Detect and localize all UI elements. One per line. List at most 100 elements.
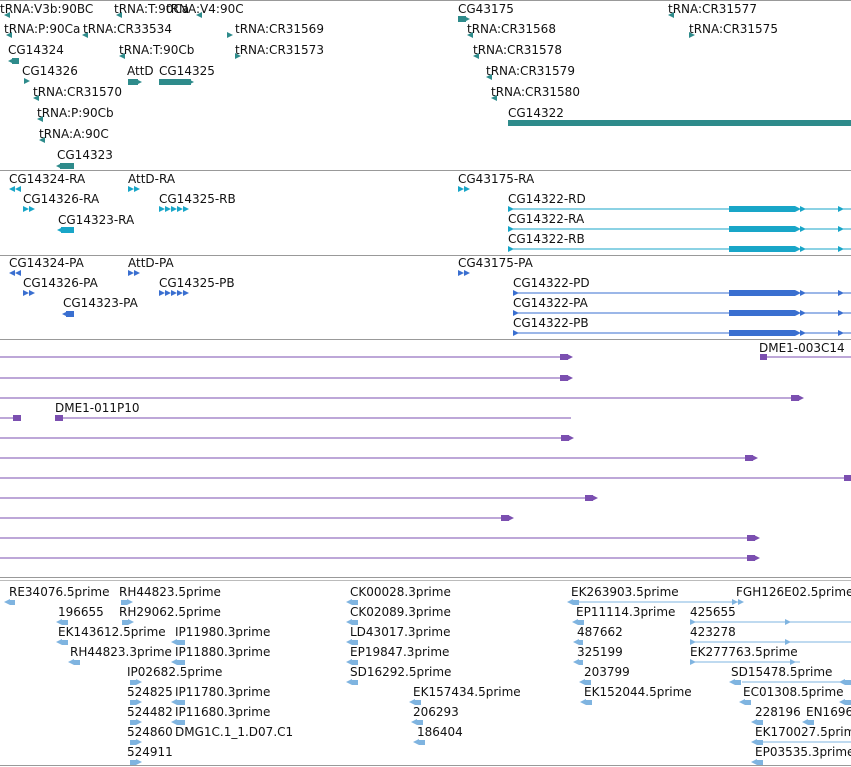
cdna-label[interactable]: 524860 [127, 725, 173, 739]
left-arrow-icon[interactable] [839, 679, 845, 685]
right-arrow-icon[interactable] [513, 330, 519, 336]
cdna-block[interactable] [419, 740, 425, 745]
gene-label[interactable]: tRNA:T:90Cb [119, 43, 195, 57]
right-arrow-icon[interactable] [24, 78, 30, 84]
transcript-label[interactable]: CG14322-RA [508, 212, 585, 226]
gene-label[interactable]: tRNA:CR31575 [689, 22, 778, 36]
transcript-label[interactable]: CG14323-RA [58, 213, 135, 227]
transcript-label[interactable]: CG43175-RA [458, 172, 535, 186]
cdna-label[interactable]: SD15478.5prime [731, 665, 833, 679]
left-arrow-icon[interactable] [346, 619, 352, 625]
right-arrow-icon[interactable] [690, 639, 696, 645]
protein-label[interactable]: CG14322-PB [513, 316, 589, 330]
right-arrow-icon[interactable] [798, 395, 804, 401]
cdna-block[interactable] [130, 700, 136, 705]
right-arrow-icon[interactable] [177, 290, 183, 296]
est-block[interactable] [560, 375, 568, 381]
cdna-block[interactable] [352, 680, 358, 685]
right-arrow-icon[interactable] [159, 206, 165, 212]
cdna-label[interactable]: LD43017.3prime [350, 625, 451, 639]
transcript-label[interactable]: CG14324-RA [9, 172, 86, 186]
cdna-label[interactable]: 524825 [127, 685, 173, 699]
right-arrow-icon[interactable] [171, 206, 177, 212]
right-arrow-icon[interactable] [136, 759, 142, 765]
right-arrow-icon[interactable] [752, 455, 758, 461]
exon-block[interactable] [729, 226, 795, 232]
exon-block[interactable] [66, 311, 74, 317]
right-arrow-icon[interactable] [838, 246, 844, 252]
cdna-label[interactable]: EK170027.5prime [755, 725, 851, 739]
left-arrow-icon[interactable] [119, 53, 125, 59]
right-arrow-icon[interactable] [235, 53, 241, 59]
left-arrow-icon[interactable] [572, 619, 578, 625]
gene-label[interactable]: CG14322 [508, 106, 564, 120]
right-arrow-icon[interactable] [458, 270, 464, 276]
right-arrow-icon[interactable] [159, 290, 165, 296]
right-arrow-icon[interactable] [136, 79, 142, 85]
right-arrow-icon[interactable] [127, 599, 133, 605]
right-arrow-icon[interactable] [838, 310, 844, 316]
left-arrow-icon[interactable] [82, 32, 88, 38]
left-arrow-icon[interactable] [4, 599, 10, 605]
left-arrow-icon[interactable] [729, 679, 735, 685]
transcript-label[interactable]: CG14322-RD [508, 192, 586, 206]
right-arrow-icon[interactable] [838, 206, 844, 212]
right-arrow-icon[interactable] [592, 495, 598, 501]
cdna-label[interactable]: DMG1C.1_1.D07.C1 [175, 725, 294, 739]
left-arrow-icon[interactable] [346, 639, 352, 645]
right-arrow-icon[interactable] [690, 619, 696, 625]
cdna-block[interactable] [845, 700, 851, 705]
cdna-label[interactable]: 487662 [577, 625, 623, 639]
gene-label[interactable]: tRNA:A:90C [39, 127, 109, 141]
right-arrow-icon[interactable] [136, 739, 142, 745]
right-arrow-icon[interactable] [136, 719, 142, 725]
est-block[interactable] [585, 495, 593, 501]
cdna-label[interactable]: IP02682.5prime [127, 665, 223, 679]
gene-label[interactable]: AttD [127, 64, 154, 78]
left-arrow-icon[interactable] [15, 186, 21, 192]
cdna-block[interactable] [62, 620, 68, 625]
cdna-block[interactable] [177, 640, 185, 645]
transcript-label[interactable]: CG14325-RB [159, 192, 236, 206]
cdna-label[interactable]: 196655 [58, 605, 104, 619]
cdna-label[interactable]: 425655 [690, 605, 736, 619]
left-arrow-icon[interactable] [9, 186, 15, 192]
cdna-label[interactable]: 524911 [127, 745, 173, 759]
left-arrow-icon[interactable] [491, 95, 497, 101]
right-arrow-icon[interactable] [738, 599, 744, 605]
est-block[interactable] [55, 415, 63, 421]
right-arrow-icon[interactable] [795, 310, 801, 316]
left-arrow-icon[interactable] [668, 12, 674, 18]
left-arrow-icon[interactable] [467, 32, 473, 38]
right-arrow-icon[interactable] [29, 290, 35, 296]
cdna-block[interactable] [757, 720, 763, 725]
right-arrow-icon[interactable] [171, 290, 177, 296]
right-arrow-icon[interactable] [134, 270, 140, 276]
gene-label[interactable]: tRNA:CR31579 [486, 64, 575, 78]
left-arrow-icon[interactable] [171, 659, 177, 665]
left-arrow-icon[interactable] [6, 32, 12, 38]
left-arrow-icon[interactable] [56, 639, 62, 645]
transcript-label[interactable]: CG14322-RB [508, 232, 585, 246]
protein-label[interactable]: CG14326-PA [23, 276, 98, 290]
right-arrow-icon[interactable] [567, 375, 573, 381]
left-arrow-icon[interactable] [573, 639, 579, 645]
cdna-label[interactable]: IP11880.3prime [175, 645, 271, 659]
right-arrow-icon[interactable] [508, 515, 514, 521]
right-arrow-icon[interactable] [188, 79, 194, 85]
left-arrow-icon[interactable] [116, 12, 122, 18]
cdna-label[interactable]: FGH126E02.5prime [736, 585, 851, 599]
protein-label[interactable]: CG43175-PA [458, 256, 533, 270]
right-arrow-icon[interactable] [838, 330, 844, 336]
protein-label[interactable]: CG14322-PD [513, 276, 590, 290]
right-arrow-icon[interactable] [790, 659, 796, 665]
right-arrow-icon[interactable] [568, 435, 574, 441]
transcript-label[interactable]: AttD-RA [128, 172, 176, 186]
est-block[interactable] [747, 535, 755, 541]
right-arrow-icon[interactable] [513, 310, 519, 316]
est-block[interactable] [747, 555, 755, 561]
gene-label[interactable]: tRNA:CR31580 [491, 85, 580, 99]
left-arrow-icon[interactable] [56, 619, 62, 625]
cdna-block[interactable] [74, 660, 80, 665]
right-arrow-icon[interactable] [795, 206, 801, 212]
